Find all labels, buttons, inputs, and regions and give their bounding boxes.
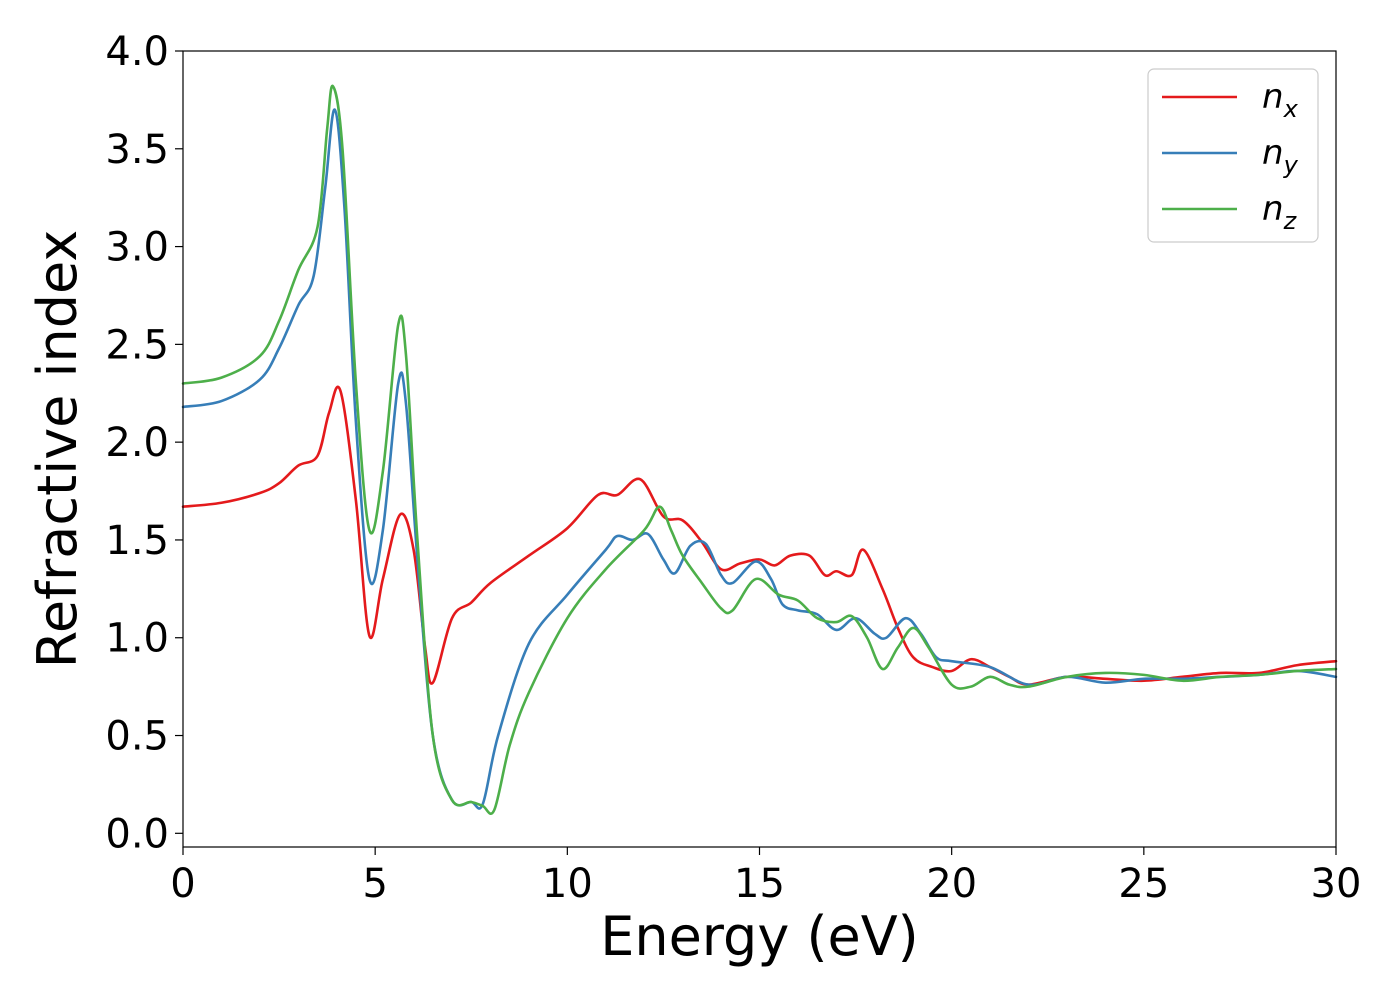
x-tick-label: 5 xyxy=(362,861,387,907)
y-tick-label: 1.0 xyxy=(105,616,169,662)
legend-symbol: n xyxy=(1262,189,1284,229)
y-tick-label: 4.0 xyxy=(105,29,169,75)
x-tick-label: 25 xyxy=(1118,861,1169,907)
legend-label-ny: ny xyxy=(1262,133,1299,179)
series-layer xyxy=(181,84,1338,815)
y-axis-ticks: 0.0 0.5 1.0 1.5 2.0 2.5 3.0 3.5 4.0 xyxy=(105,29,183,857)
y-tick-label: 3.0 xyxy=(105,225,169,271)
y-tick-label: 1.5 xyxy=(105,518,169,564)
x-tick-label: 15 xyxy=(734,861,785,907)
y-tick-label: 3.5 xyxy=(105,127,169,173)
y-tick-label: 2.5 xyxy=(105,322,169,368)
y-tick-label: 0.0 xyxy=(105,811,169,857)
legend-label-nx: nx xyxy=(1262,77,1299,123)
legend-box xyxy=(1147,68,1319,243)
legend-symbol: n xyxy=(1262,77,1284,117)
x-tick-label: 0 xyxy=(170,861,195,907)
y-tick-label: 0.5 xyxy=(105,714,169,760)
y-tick-label: 2.0 xyxy=(105,420,169,466)
x-tick-label: 10 xyxy=(542,861,593,907)
x-tick-label: 30 xyxy=(1311,861,1362,907)
legend-subscript: y xyxy=(1283,151,1299,179)
y-axis-label: Refractive index xyxy=(26,230,89,669)
x-axis-ticks: 0 5 10 15 20 25 30 xyxy=(170,847,1361,907)
x-tick-label: 20 xyxy=(926,861,977,907)
plot-background xyxy=(183,51,1336,847)
legend-subscript: x xyxy=(1283,95,1299,123)
x-axis-label: Energy (eV) xyxy=(600,905,919,968)
series-line-nz xyxy=(181,84,1338,815)
legend-subscript: z xyxy=(1283,207,1298,235)
legend-label-nz: nz xyxy=(1262,189,1298,235)
legend-symbol: n xyxy=(1262,133,1284,173)
series-line-ny xyxy=(181,108,1338,810)
